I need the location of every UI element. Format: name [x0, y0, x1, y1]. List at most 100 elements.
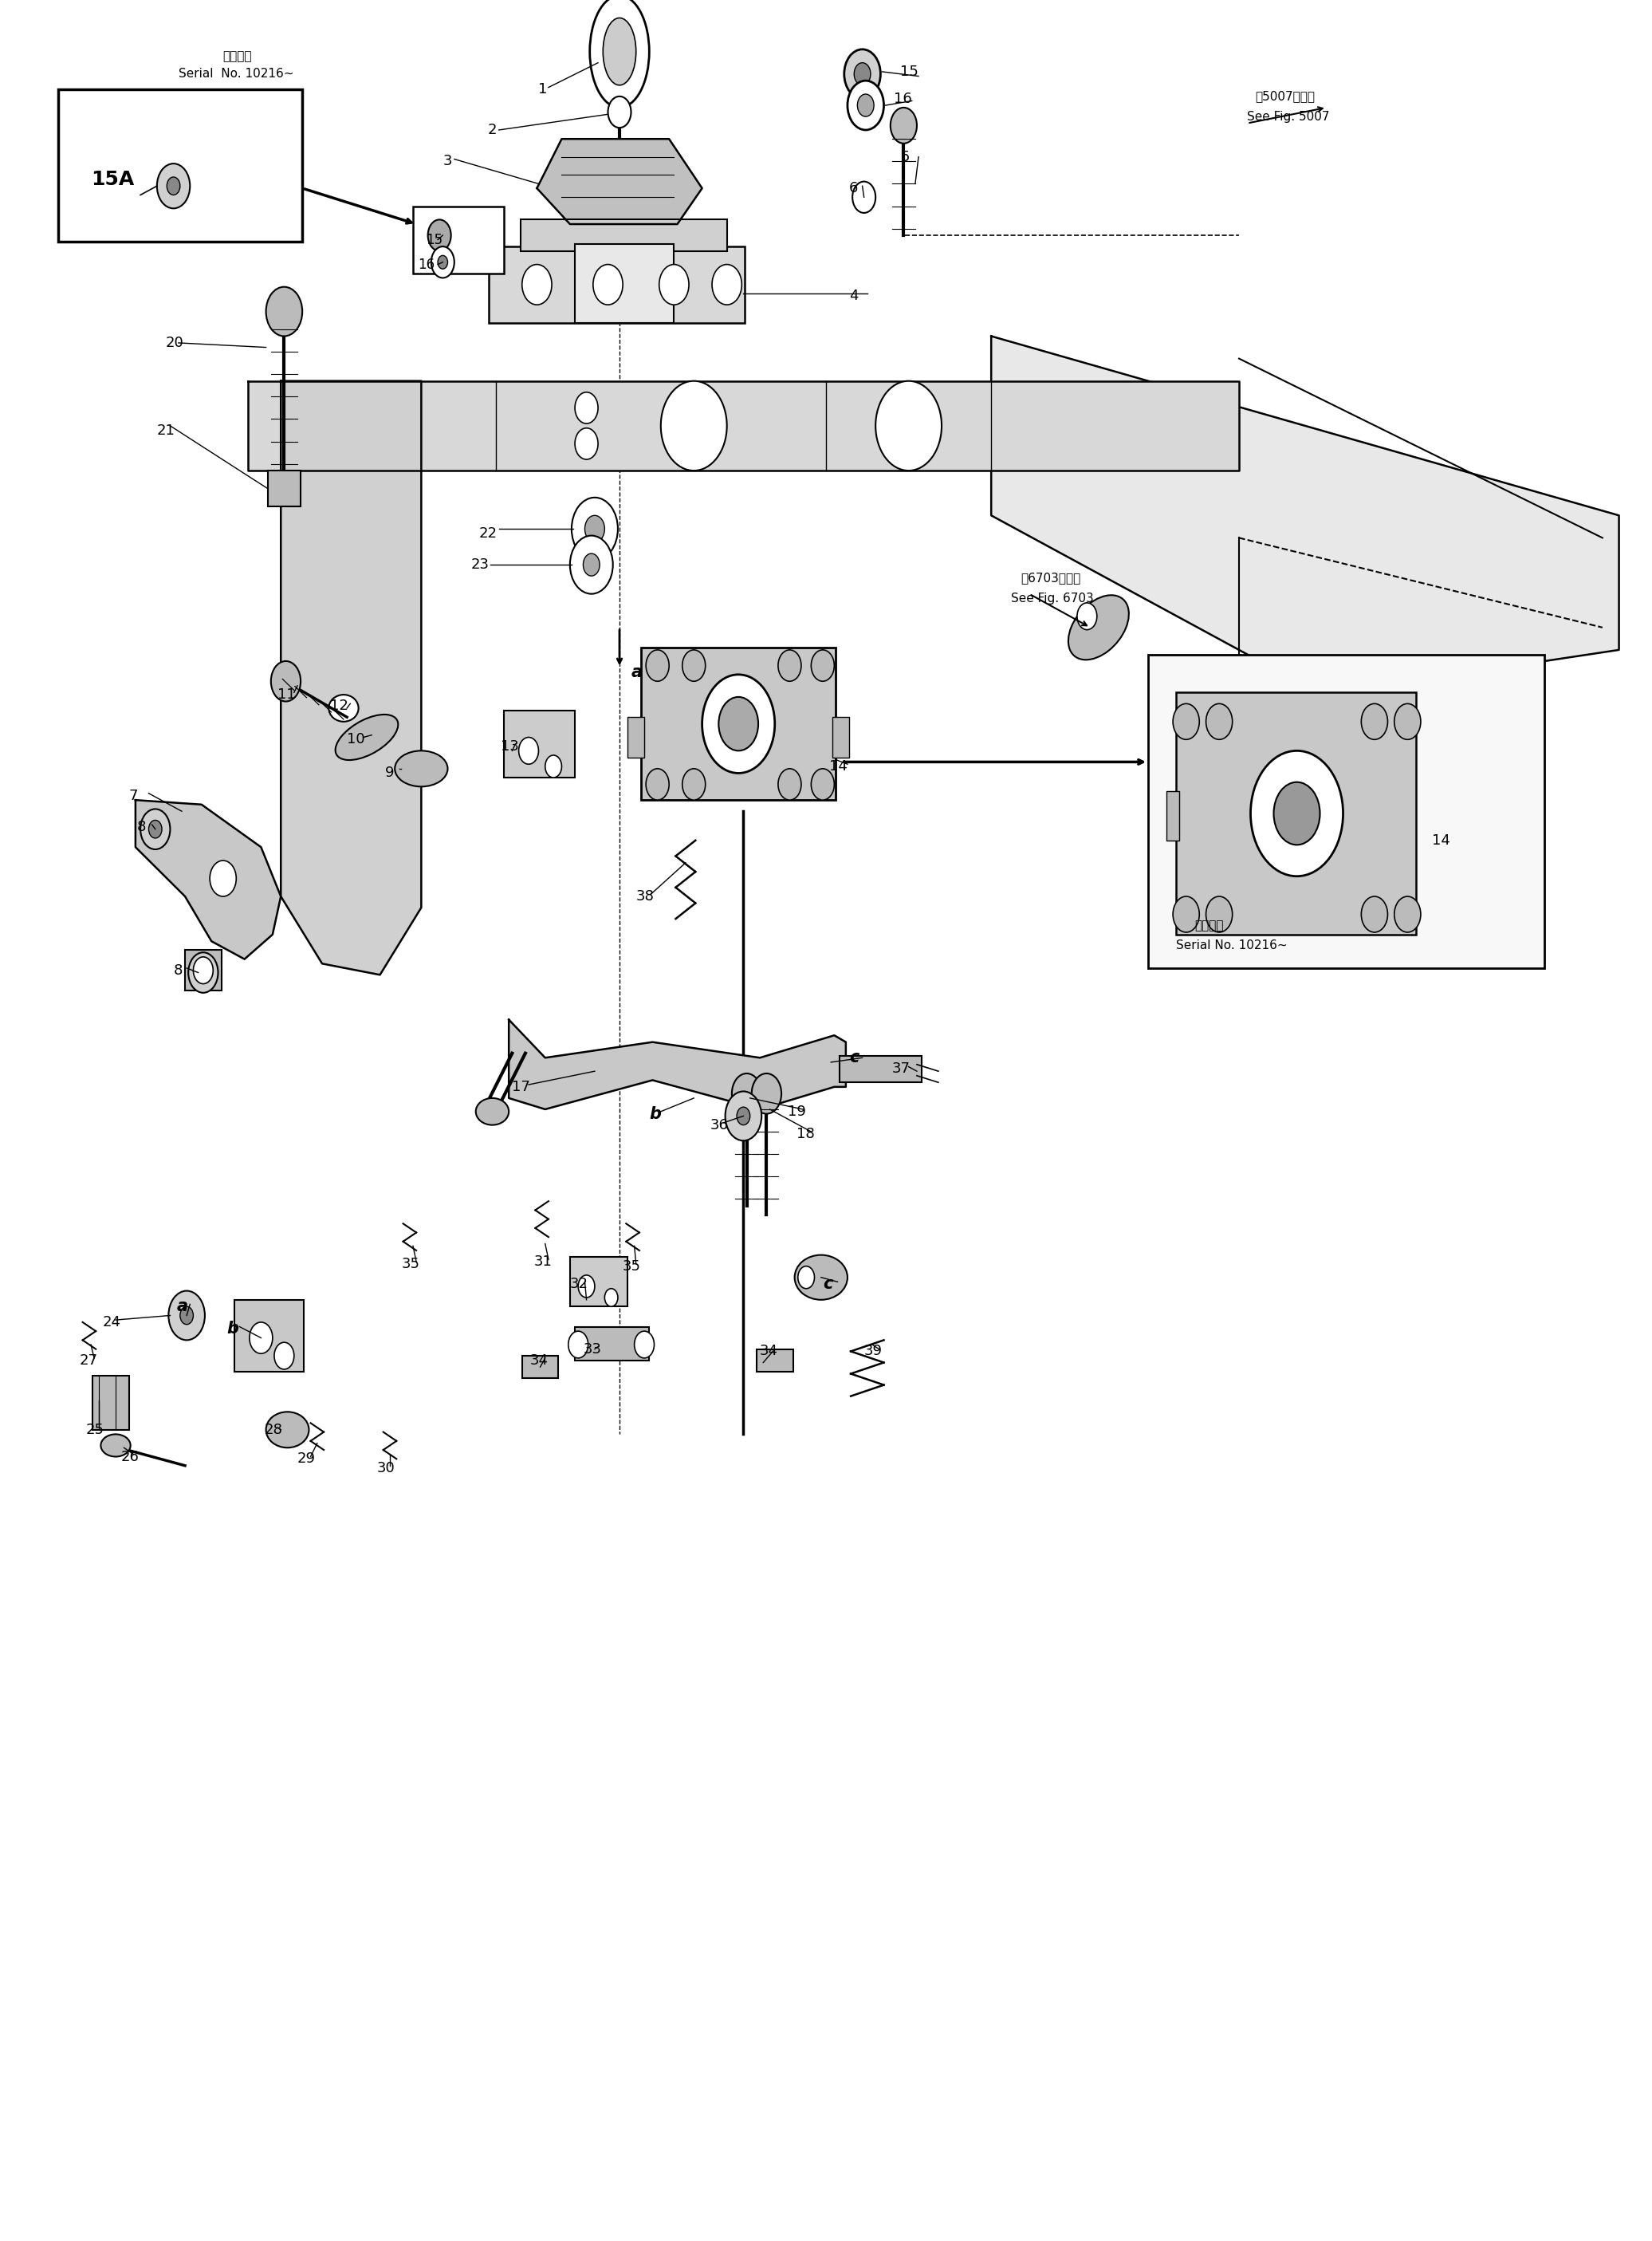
Circle shape [876, 381, 942, 471]
Circle shape [1077, 603, 1097, 630]
Text: 16: 16 [418, 258, 434, 271]
Text: See Fig. 5007: See Fig. 5007 [1247, 110, 1330, 123]
Bar [628, 717, 644, 757]
Circle shape [438, 255, 448, 269]
Polygon shape [281, 381, 421, 975]
Circle shape [149, 820, 162, 838]
Bar [93, 1376, 129, 1430]
Ellipse shape [603, 18, 636, 85]
Text: 17: 17 [512, 1080, 530, 1094]
Circle shape [428, 220, 451, 251]
Circle shape [167, 177, 180, 195]
Text: 35: 35 [623, 1259, 641, 1273]
Text: 10: 10 [347, 733, 365, 746]
Bar [833, 717, 849, 757]
Text: 26: 26 [121, 1450, 139, 1463]
Circle shape [266, 287, 302, 336]
Circle shape [572, 498, 618, 560]
Circle shape [646, 769, 669, 800]
Circle shape [725, 1091, 762, 1141]
Text: 第6703図参照: 第6703図参照 [1021, 571, 1080, 585]
Circle shape [1361, 704, 1388, 740]
Text: 11: 11 [278, 688, 296, 701]
Text: 4: 4 [849, 289, 859, 303]
Text: 適用号機: 適用号機 [223, 49, 253, 63]
Circle shape [737, 1107, 750, 1125]
Text: 36: 36 [710, 1118, 729, 1132]
Circle shape [169, 1291, 205, 1340]
Text: 8: 8 [173, 964, 182, 977]
Text: 38: 38 [636, 890, 654, 903]
Text: 6: 6 [849, 182, 857, 195]
Circle shape [890, 108, 917, 143]
Text: 9: 9 [385, 766, 395, 780]
Circle shape [646, 650, 669, 681]
Circle shape [140, 809, 170, 849]
Circle shape [605, 1289, 618, 1307]
Ellipse shape [395, 751, 448, 787]
Circle shape [593, 264, 623, 305]
Circle shape [732, 1073, 762, 1114]
Circle shape [522, 264, 552, 305]
Circle shape [157, 164, 190, 208]
Bar [1148, 654, 1545, 968]
Text: 37: 37 [892, 1062, 910, 1076]
Circle shape [578, 1275, 595, 1298]
Ellipse shape [329, 695, 358, 722]
Polygon shape [509, 1020, 846, 1109]
Text: 25: 25 [86, 1423, 104, 1436]
Bar [575, 1327, 649, 1360]
Circle shape [778, 650, 801, 681]
Text: 15: 15 [900, 65, 919, 78]
Text: c: c [823, 1275, 833, 1293]
Text: c: c [849, 1049, 859, 1067]
Text: 24: 24 [102, 1315, 121, 1329]
Text: 39: 39 [864, 1345, 882, 1358]
Bar [185, 950, 221, 991]
Text: 29: 29 [297, 1452, 316, 1466]
Text: b: b [226, 1320, 238, 1338]
Ellipse shape [335, 715, 398, 760]
Bar [575, 244, 674, 323]
Text: Serial No. 10216~: Serial No. 10216~ [1176, 939, 1287, 952]
Text: 33: 33 [583, 1342, 601, 1356]
Polygon shape [135, 800, 281, 959]
Text: Serial  No. 10216~: Serial No. 10216~ [178, 67, 294, 81]
Circle shape [249, 1322, 273, 1354]
Polygon shape [537, 139, 702, 224]
Text: 18: 18 [796, 1127, 814, 1141]
Text: 15A: 15A [91, 170, 134, 188]
Bar [641, 648, 836, 800]
Text: 適用号機: 適用号機 [1194, 919, 1224, 932]
Circle shape [1274, 782, 1320, 845]
Text: 14: 14 [829, 760, 847, 773]
Circle shape [545, 755, 562, 778]
Circle shape [197, 964, 210, 982]
Text: 第5007図参照: 第5007図参照 [1256, 90, 1315, 103]
Circle shape [568, 1331, 588, 1358]
Circle shape [575, 392, 598, 424]
Ellipse shape [795, 1255, 847, 1300]
Text: 21: 21 [157, 424, 175, 437]
Circle shape [634, 1331, 654, 1358]
Polygon shape [991, 336, 1619, 695]
Ellipse shape [1069, 596, 1128, 659]
Text: 8: 8 [137, 820, 145, 834]
Text: 19: 19 [788, 1105, 806, 1118]
Bar [839, 1056, 922, 1082]
Bar [235, 1300, 304, 1371]
Text: 22: 22 [479, 527, 497, 540]
Circle shape [570, 536, 613, 594]
Text: 12: 12 [330, 699, 349, 713]
Text: 3: 3 [443, 155, 453, 168]
Circle shape [682, 650, 705, 681]
Text: 7: 7 [129, 789, 139, 802]
Circle shape [188, 952, 218, 993]
Circle shape [180, 1307, 193, 1324]
Circle shape [1206, 704, 1232, 740]
Circle shape [798, 1266, 814, 1289]
Circle shape [575, 428, 598, 459]
Text: 13: 13 [501, 740, 519, 753]
Text: 30: 30 [377, 1461, 395, 1475]
Ellipse shape [476, 1098, 509, 1125]
